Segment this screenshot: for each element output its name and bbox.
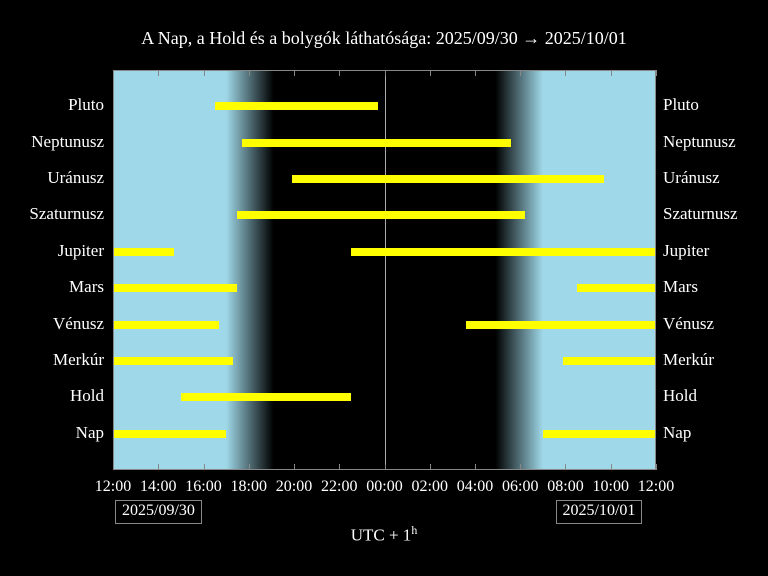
visibility-bar: [113, 248, 174, 256]
visibility-bar: [113, 284, 237, 292]
body-label-left: Vénusz: [53, 314, 104, 334]
body-label-right: Vénusz: [663, 314, 714, 334]
body-label-left: Neptunusz: [31, 132, 104, 152]
visibility-bar: [292, 175, 604, 183]
date-right-text: 2025/10/01: [563, 502, 636, 519]
x-tick-label: 04:00: [457, 478, 493, 496]
visibility-bar: [215, 102, 378, 110]
body-label-right: Uránusz: [663, 168, 720, 188]
x-tick: [158, 464, 159, 470]
visibility-chart-page: A Nap, a Hold és a bolygók láthatósága: …: [0, 0, 768, 576]
x-tick-label: 18:00: [231, 478, 267, 496]
visibility-bar: [237, 211, 524, 219]
timezone-text: UTC + 1: [351, 526, 412, 545]
x-tick: [385, 70, 386, 76]
x-tick: [611, 464, 612, 470]
x-tick: [113, 70, 114, 76]
chart-plot-area: [113, 70, 656, 470]
x-tick: [339, 464, 340, 470]
date-box-left: 2025/09/30: [115, 500, 202, 524]
x-tick: [565, 464, 566, 470]
visibility-bar: [113, 357, 233, 365]
x-tick: [339, 70, 340, 76]
x-tick-label: 08:00: [547, 478, 583, 496]
body-label-right: Nap: [663, 423, 691, 443]
x-tick-label: 00:00: [366, 478, 402, 496]
body-label-left: Merkúr: [53, 350, 104, 370]
body-label-right: Merkúr: [663, 350, 714, 370]
x-tick-label: 12:00: [95, 478, 131, 496]
x-tick-label: 20:00: [276, 478, 312, 496]
body-label-left: Mars: [69, 277, 104, 297]
visibility-bar: [563, 357, 656, 365]
body-label-left: Nap: [76, 423, 104, 443]
body-label-left: Pluto: [68, 95, 104, 115]
x-tick: [430, 70, 431, 76]
date-box-right: 2025/10/01: [556, 500, 643, 524]
body-label-right: Pluto: [663, 95, 699, 115]
x-tick: [520, 464, 521, 470]
visibility-bar: [351, 248, 656, 256]
x-tick-label: 02:00: [412, 478, 448, 496]
body-label-right: Hold: [663, 386, 697, 406]
visibility-bar: [113, 321, 219, 329]
x-tick: [475, 70, 476, 76]
x-tick: [158, 70, 159, 76]
visibility-bar: [577, 284, 656, 292]
x-tick: [249, 70, 250, 76]
visibility-bar: [181, 393, 351, 401]
x-tick: [565, 70, 566, 76]
body-label-left: Szaturnusz: [29, 204, 104, 224]
x-tick-label: 16:00: [185, 478, 221, 496]
body-label-right: Szaturnusz: [663, 204, 738, 224]
timezone-label: UTC + 1h: [0, 523, 768, 546]
date-left-text: 2025/09/30: [122, 502, 195, 519]
x-tick: [204, 70, 205, 76]
x-tick-label: 14:00: [140, 478, 176, 496]
x-tick: [294, 464, 295, 470]
x-tick-label: 06:00: [502, 478, 538, 496]
x-tick: [113, 464, 114, 470]
body-label-left: Uránusz: [47, 168, 104, 188]
chart-title: A Nap, a Hold és a bolygók láthatósága: …: [0, 28, 768, 49]
body-label-right: Jupiter: [663, 241, 709, 261]
midnight-line: [385, 70, 386, 470]
body-label-left: Hold: [70, 386, 104, 406]
visibility-bar: [242, 139, 511, 147]
x-tick: [294, 70, 295, 76]
body-label-right: Mars: [663, 277, 698, 297]
x-tick: [520, 70, 521, 76]
x-tick: [430, 464, 431, 470]
visibility-bar: [113, 430, 226, 438]
visibility-bar: [466, 321, 656, 329]
x-tick: [656, 70, 657, 76]
x-tick: [204, 464, 205, 470]
x-tick-label: 22:00: [321, 478, 357, 496]
x-tick-label: 12:00: [638, 478, 674, 496]
x-tick: [611, 70, 612, 76]
timezone-sup: h: [411, 523, 417, 537]
body-label-right: Neptunusz: [663, 132, 736, 152]
x-tick: [249, 464, 250, 470]
x-tick: [385, 464, 386, 470]
x-tick: [656, 464, 657, 470]
body-label-left: Jupiter: [58, 241, 104, 261]
visibility-bar: [543, 430, 656, 438]
x-tick: [475, 464, 476, 470]
x-tick-label: 10:00: [593, 478, 629, 496]
